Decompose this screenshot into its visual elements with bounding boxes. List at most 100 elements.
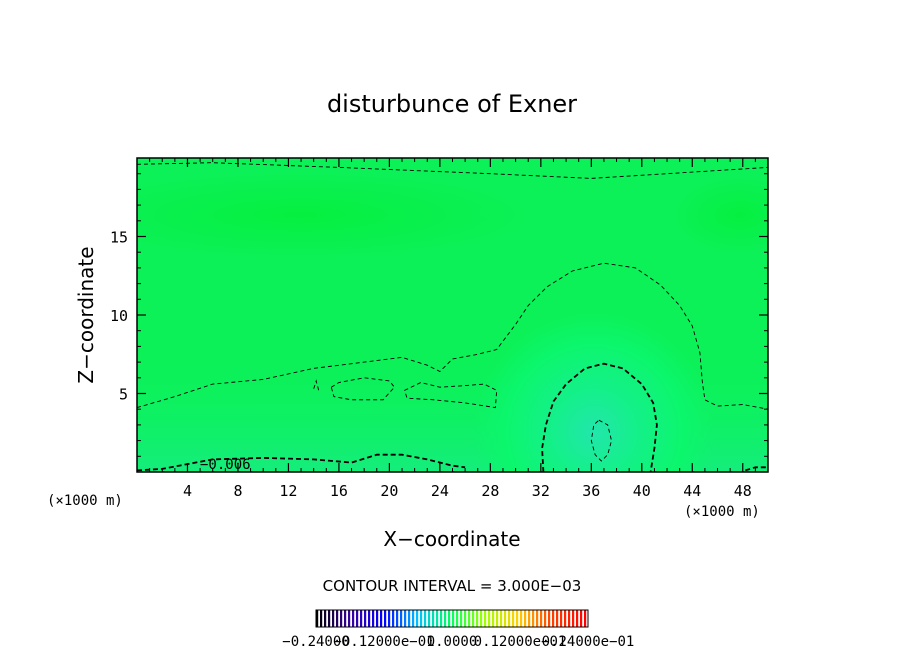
- colorbar-cell: [564, 610, 567, 627]
- colorbar-label: 0.24000e−01: [542, 634, 635, 650]
- colorbar-cell: [336, 610, 339, 627]
- colorbar-cell: [428, 610, 431, 627]
- colorbar-cell: [352, 610, 355, 627]
- colorbar-cell: [468, 610, 471, 627]
- colorbar-cell: [392, 610, 395, 627]
- colorbar-cell: [584, 610, 587, 627]
- colorbar-cell: [356, 610, 359, 627]
- colorbar-cell: [536, 610, 539, 627]
- colorbar-cell: [520, 610, 523, 627]
- contour-line: [541, 362, 658, 472]
- colorbar-cell: [332, 610, 335, 627]
- y-tick-label: 10: [110, 307, 128, 325]
- x-tick-label: 40: [633, 482, 651, 500]
- colorbar-cell: [324, 610, 327, 627]
- colorbar-cell: [364, 610, 367, 627]
- colorbar-cell: [384, 610, 387, 627]
- x-tick-label: 32: [532, 482, 550, 500]
- colorbar-cell: [576, 610, 579, 627]
- colorbar-cell: [388, 610, 391, 627]
- colorbar-cell: [568, 610, 571, 627]
- colorbar-cell: [552, 610, 555, 627]
- colorbar-cell: [556, 610, 559, 627]
- colorbar-cell: [420, 610, 423, 627]
- colorbar-cell: [504, 610, 507, 627]
- colorbar-cell: [480, 610, 483, 627]
- colorbar-cell: [328, 610, 331, 627]
- colorbar-cell: [368, 610, 371, 627]
- x-tick-label: 28: [481, 482, 499, 500]
- colorbar-cell: [380, 610, 383, 627]
- contour-line: [137, 162, 768, 179]
- contour-line: [404, 382, 498, 409]
- colorbar-cell: [432, 610, 435, 627]
- colorbar-cell: [500, 610, 503, 627]
- colorbar-cell: [424, 610, 427, 627]
- colorbar-cell: [492, 610, 495, 627]
- colorbar-labels: −0.24000−0.12000e−010.00000.12000e−010.2…: [282, 634, 634, 650]
- colorbar-cell: [560, 610, 563, 627]
- colorbar-cell: [460, 610, 463, 627]
- colorbar-cell: [440, 610, 443, 627]
- colorbar-cell: [400, 610, 403, 627]
- colorbar-cell: [412, 610, 415, 627]
- colorbar: [315, 609, 589, 628]
- x-tick-label: 44: [683, 482, 701, 500]
- colorbar-cell: [404, 610, 407, 627]
- colorbar-cell: [376, 610, 379, 627]
- colorbar-cell: [528, 610, 531, 627]
- contour-lines: [137, 162, 768, 472]
- colorbar-cell: [472, 610, 475, 627]
- colorbar-cell: [464, 610, 467, 627]
- x-tick-label: 36: [582, 482, 600, 500]
- x-tick-label: 12: [279, 482, 297, 500]
- field-bubble: [137, 158, 768, 472]
- field-layer: [137, 158, 768, 472]
- colorbar-cell: [344, 610, 347, 627]
- colorbar-cell: [320, 610, 323, 627]
- colorbar-cell: [408, 610, 411, 627]
- y-axis-label: Z−coordinate: [74, 246, 98, 383]
- colorbar-cell: [448, 610, 451, 627]
- colorbar-cell: [524, 610, 527, 627]
- colorbar-cell: [348, 610, 351, 627]
- colorbar-cell: [488, 610, 491, 627]
- x-axis-label: X−coordinate: [383, 527, 520, 551]
- contour-line: [313, 379, 320, 391]
- x-tick-label: 4: [183, 482, 192, 500]
- colorbar-cell: [548, 610, 551, 627]
- colorbar-cell: [512, 610, 515, 627]
- colorbar-cell: [372, 610, 375, 627]
- colorbar-cell: [396, 610, 399, 627]
- contour-interval: CONTOUR INTERVAL = 3.000E−03: [323, 577, 582, 595]
- colorbar-cell: [580, 610, 583, 627]
- contour-line: [137, 262, 768, 410]
- colorbar-label: 0.0000: [427, 634, 478, 650]
- chart-title: disturbunce of Exner: [327, 90, 577, 118]
- colorbar-cell: [476, 610, 479, 627]
- x-tick-label: 48: [734, 482, 752, 500]
- colorbar-cell: [516, 610, 519, 627]
- colorbar-cell: [532, 610, 535, 627]
- colorbar-cell: [496, 610, 499, 627]
- y-tick-label: 5: [119, 386, 128, 404]
- x-tick-label: 24: [431, 482, 449, 500]
- colorbar-label: 0.12000e−01: [474, 634, 567, 650]
- contour-line: [137, 453, 466, 472]
- colorbar-cell: [484, 610, 487, 627]
- colorbar-label: −0.12000e−01: [333, 634, 434, 650]
- colorbar-label: −0.24000: [282, 634, 349, 650]
- colorbar-cell: [340, 610, 343, 627]
- contour-line: [745, 466, 768, 472]
- colorbar-cell: [572, 610, 575, 627]
- colorbar-cell: [436, 610, 439, 627]
- colorbar-cell: [360, 610, 363, 627]
- colorbar-cell: [544, 610, 547, 627]
- contour-line: [330, 377, 395, 401]
- y-tick-label: 15: [110, 229, 128, 247]
- x-unit-right: (×1000 m): [684, 504, 760, 520]
- x-tick-label: 8: [233, 482, 242, 500]
- x-tick-label: 16: [330, 482, 348, 500]
- colorbar-cell: [540, 610, 543, 627]
